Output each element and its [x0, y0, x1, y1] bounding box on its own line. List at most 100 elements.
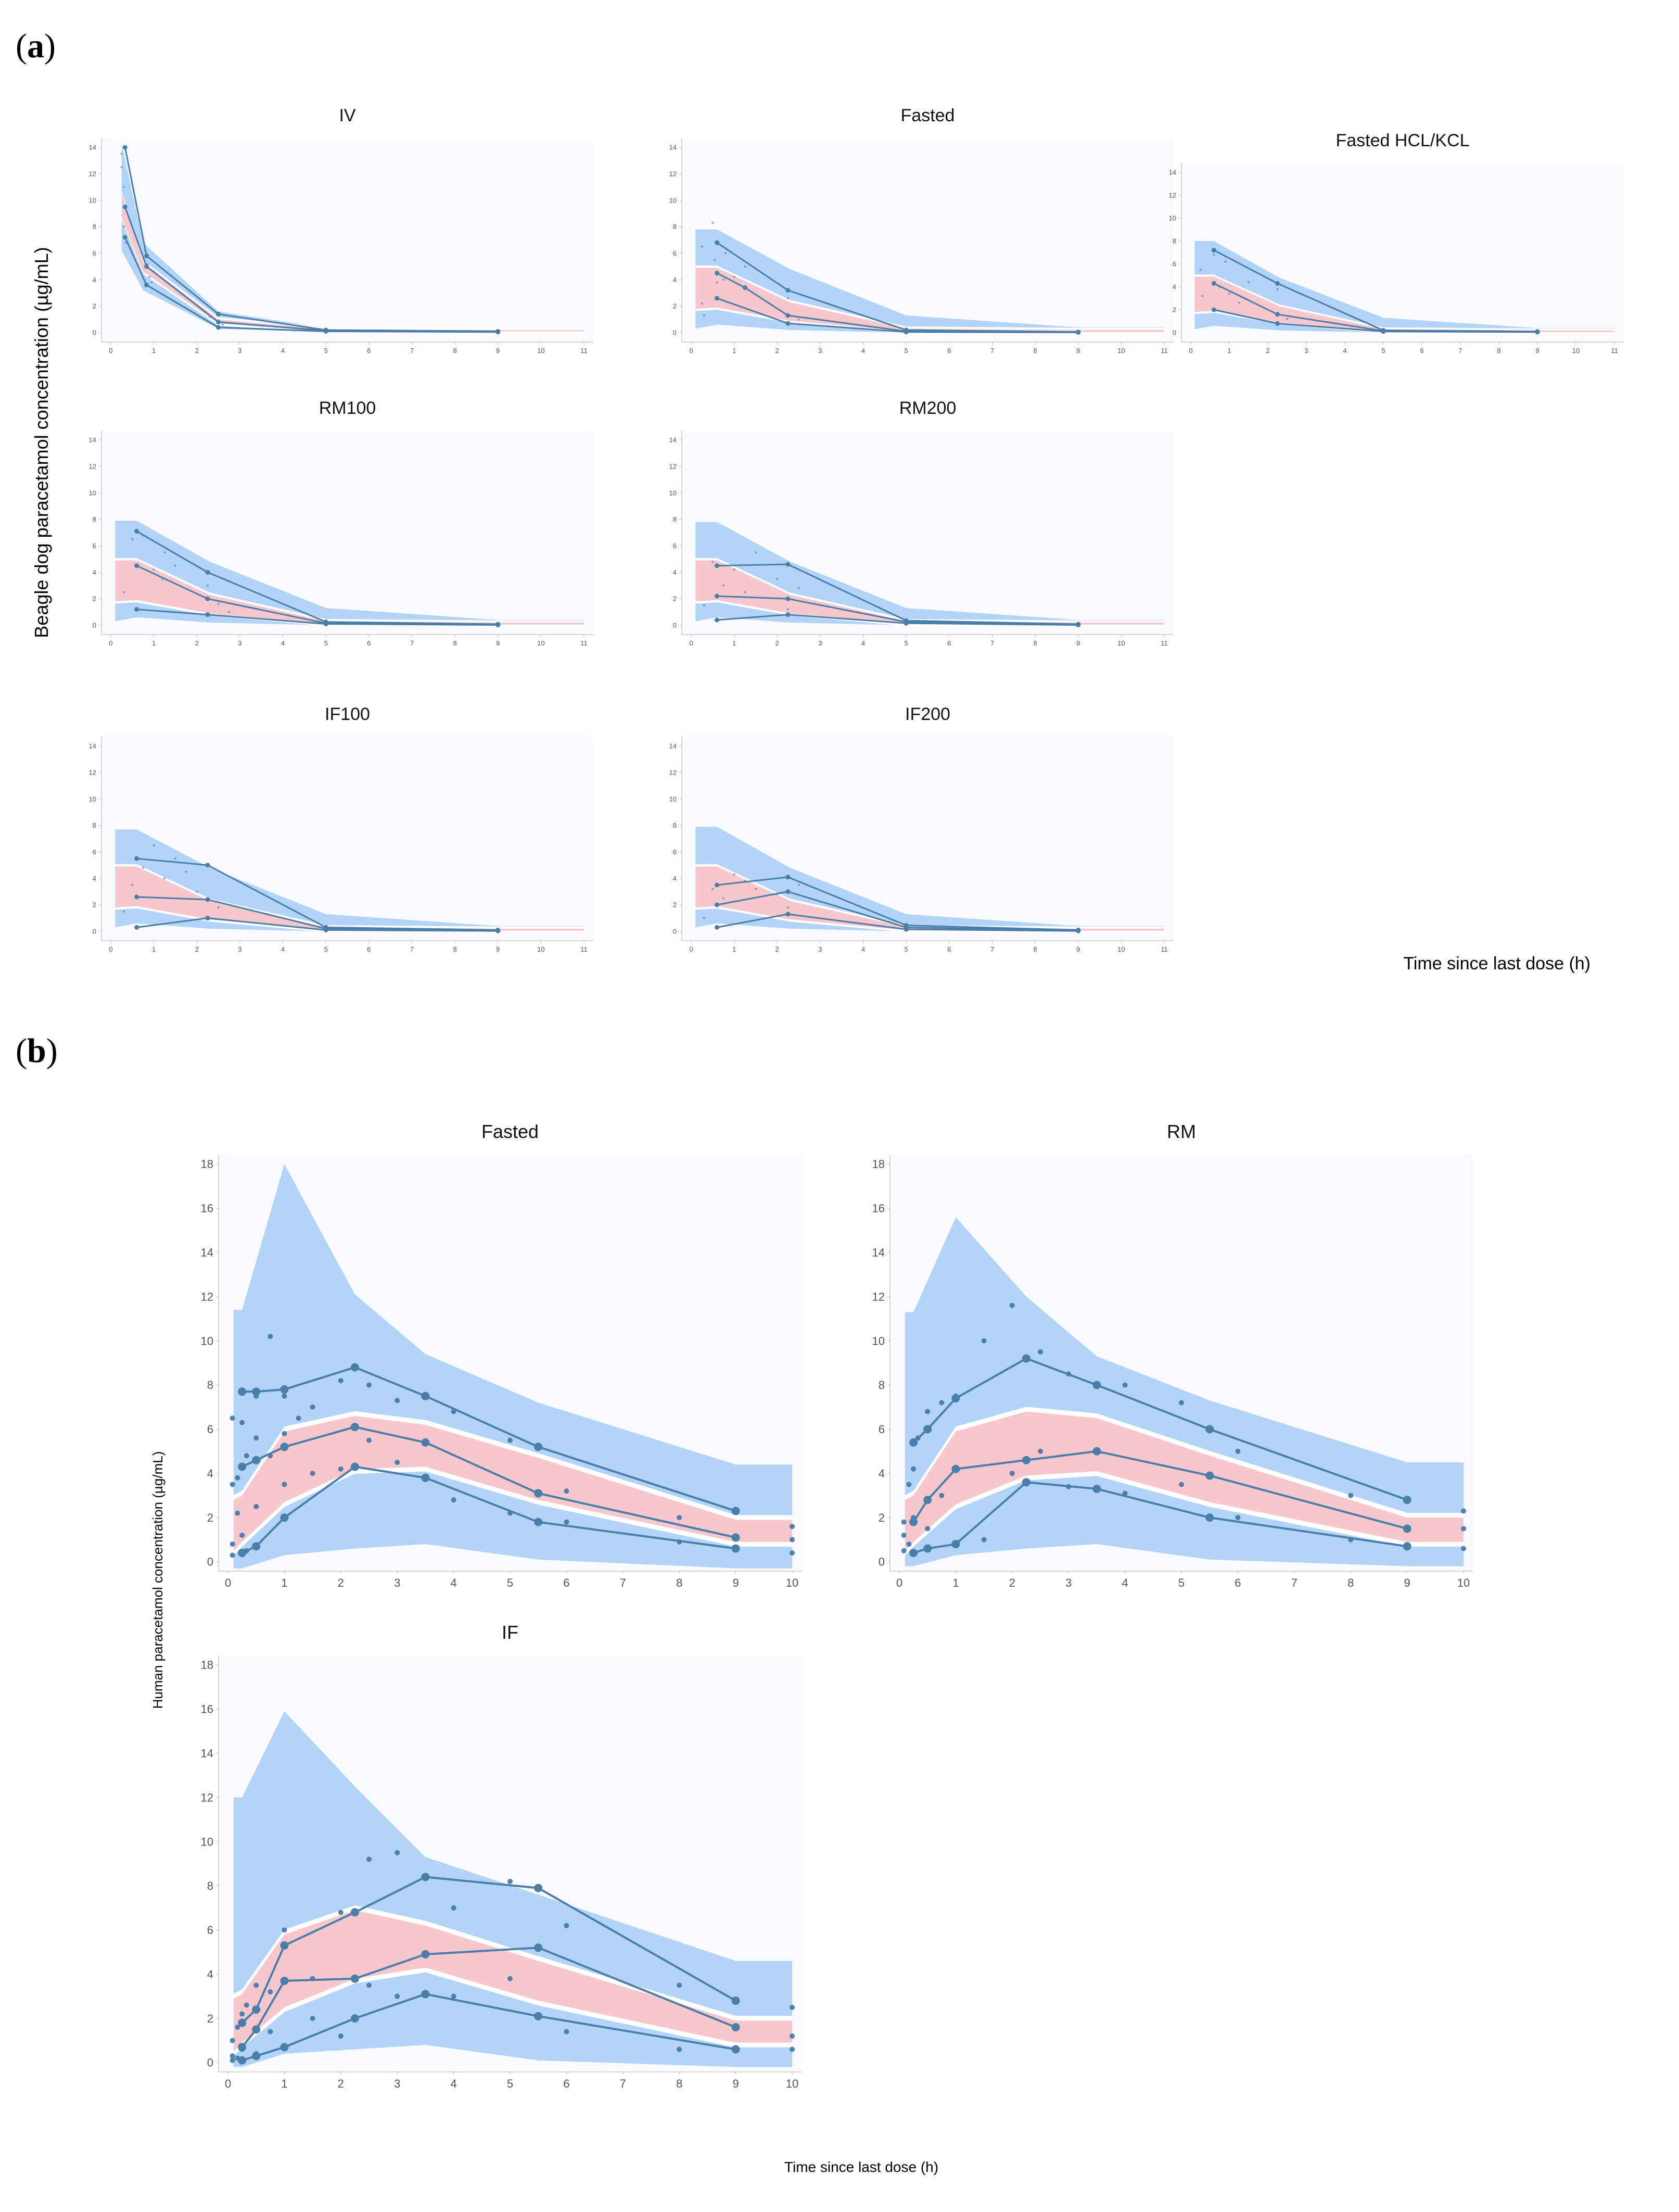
x-tick-label: 2: [1009, 1576, 1015, 1589]
observation-point: [1461, 1526, 1466, 1532]
x-tick-label: 2: [338, 2077, 344, 2090]
y-tick-label: 2: [673, 595, 677, 603]
series-point: [1205, 1471, 1214, 1480]
series-point: [534, 1518, 543, 1526]
series-point: [715, 902, 720, 907]
y-tick-label: 2: [93, 595, 96, 603]
x-tick-label: 9: [1076, 639, 1080, 647]
y-tick-label: 10: [1169, 214, 1176, 222]
observation-point: [253, 1982, 259, 1988]
observation-point: [797, 883, 800, 887]
observation-point: [722, 584, 725, 587]
x-tick-label: 8: [453, 639, 456, 647]
y-tick-label: 14: [1169, 169, 1176, 176]
y-tick-label: 8: [207, 1879, 213, 1892]
prediction-interval-median-band: [695, 560, 1164, 625]
x-tick-label: 0: [225, 1576, 231, 1589]
observation-point: [901, 1519, 907, 1525]
x-tick-label: 10: [786, 1576, 798, 1589]
observation-point: [714, 258, 716, 261]
series-point: [252, 1456, 261, 1464]
observation-point: [1247, 281, 1250, 284]
x-tick-label: 4: [450, 2077, 456, 2090]
observation-point: [338, 1377, 344, 1383]
y-tick-label: 0: [207, 2056, 213, 2069]
x-tick-label: 4: [1343, 347, 1346, 355]
series-point: [421, 1950, 430, 1959]
x-tick-label: 9: [1404, 1576, 1410, 1589]
series-point: [238, 2043, 247, 2052]
x-tick-label: 8: [1497, 347, 1500, 355]
series-point: [785, 875, 791, 880]
x-tick-label: 6: [367, 945, 371, 953]
observation-point: [906, 1482, 912, 1487]
x-tick-label: 0: [689, 347, 693, 355]
observation-point: [703, 917, 705, 919]
series-point: [715, 563, 720, 568]
series-point: [534, 1943, 543, 1952]
y-tick-label: 12: [669, 462, 677, 470]
series-point: [923, 1544, 932, 1553]
series-point: [731, 2045, 740, 2054]
x-tick-label: 2: [775, 639, 779, 647]
panel-b-x-axis-label: Time since last dose (h): [784, 2159, 938, 2175]
observation-point: [152, 568, 155, 571]
observation-point: [1213, 254, 1215, 256]
observation-point: [174, 564, 177, 567]
series-point: [280, 1976, 289, 1985]
prediction-interval-median-band: [115, 560, 584, 625]
x-tick-label: 0: [896, 1576, 902, 1589]
observation-point: [131, 883, 134, 887]
series-line-upper-percentile: [136, 530, 498, 625]
series-point: [350, 1462, 359, 1471]
observation-point: [338, 2033, 344, 2039]
observation-point: [282, 1393, 287, 1399]
y-tick-label: 4: [673, 875, 677, 882]
series-point: [280, 2043, 289, 2052]
y-tick-label: 12: [872, 1290, 885, 1303]
series-point: [731, 1544, 740, 1553]
observation-point: [235, 1475, 240, 1481]
observation-point: [310, 1471, 315, 1476]
chart-title: RM100: [319, 398, 376, 418]
x-tick-label: 9: [732, 1576, 739, 1589]
x-tick-label: 9: [1535, 347, 1539, 355]
observation-point: [711, 221, 714, 224]
series-point: [144, 282, 149, 287]
observation-point: [239, 1420, 245, 1425]
y-tick-label: 12: [89, 462, 96, 470]
prediction-interval-median-band: [695, 866, 1164, 931]
series-point: [323, 927, 328, 932]
observation-point: [724, 252, 727, 255]
y-tick-label: 6: [93, 249, 96, 257]
observation-point: [451, 1497, 456, 1503]
series-line-upper-percentile: [717, 563, 1078, 625]
x-tick-label: 6: [1420, 347, 1423, 355]
observation-point: [1009, 1471, 1015, 1476]
observation-point: [507, 1976, 513, 1981]
series-point: [252, 2005, 261, 2014]
y-tick-label: 2: [1173, 306, 1176, 314]
series-point: [731, 1996, 740, 2005]
x-tick-label: 1: [732, 639, 736, 647]
prediction-interval-median-band: [695, 268, 1164, 332]
series-point: [1535, 330, 1540, 335]
observation-point: [244, 1453, 249, 1459]
y-tick-label: 18: [201, 1158, 213, 1171]
observation-point: [230, 1415, 235, 1421]
chart-title: Fasted: [481, 1121, 539, 1142]
y-tick-label: 2: [207, 2012, 213, 2025]
series-point: [534, 1489, 543, 1498]
observation-point: [1286, 318, 1289, 320]
x-tick-label: 9: [496, 639, 500, 647]
y-tick-label: 4: [93, 875, 96, 882]
y-tick-label: 10: [201, 1334, 213, 1347]
x-tick-label: 3: [394, 1576, 400, 1589]
y-tick-label: 14: [201, 1246, 213, 1259]
observation-point: [1461, 1546, 1466, 1551]
x-tick-label: 3: [238, 639, 241, 647]
series-point: [216, 311, 221, 317]
